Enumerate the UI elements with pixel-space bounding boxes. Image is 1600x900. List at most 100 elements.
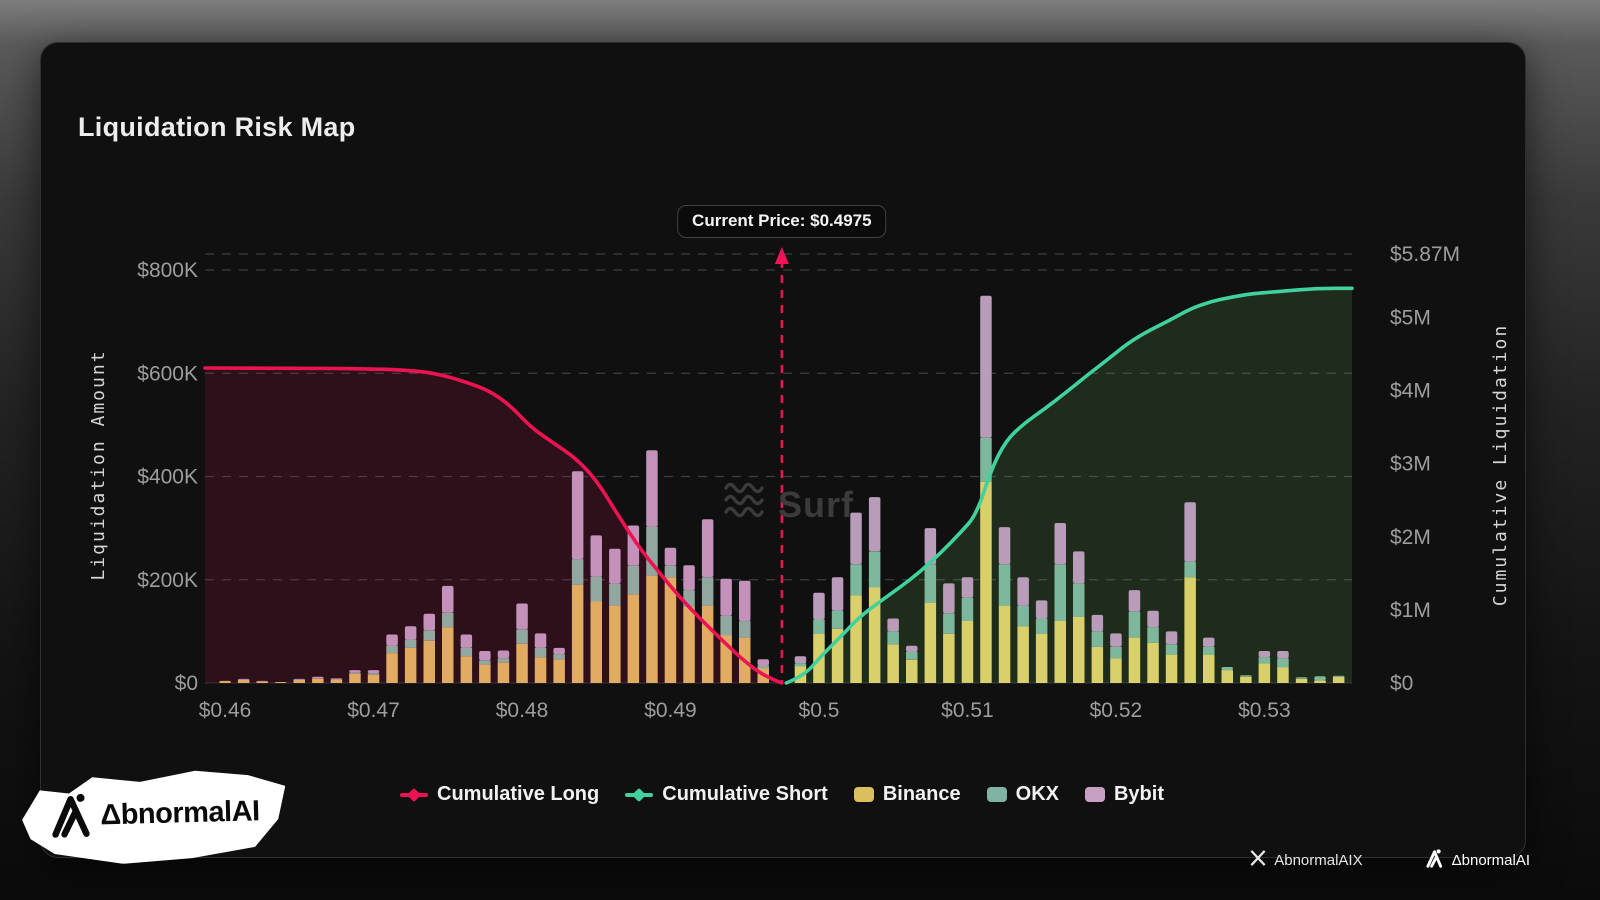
liquidation-bar-bybit[interactable]: [609, 548, 621, 584]
liquidation-bar-binance[interactable]: [1128, 637, 1141, 683]
liquidation-bar-binance[interactable]: [442, 627, 454, 683]
liquidation-bar-binance[interactable]: [664, 577, 677, 683]
liquidation-bar-bybit[interactable]: [571, 471, 584, 560]
liquidation-bar-bybit[interactable]: [479, 651, 491, 661]
liquidation-bar-okx[interactable]: [683, 590, 695, 607]
liquidation-bar-bybit[interactable]: [1165, 631, 1178, 645]
liquidation-bar-binance[interactable]: [943, 634, 955, 683]
liquidation-bar-binance[interactable]: [1277, 667, 1289, 684]
liquidation-bar-okx[interactable]: [1240, 675, 1252, 677]
liquidation-bar-bybit[interactable]: [330, 678, 343, 680]
liquidation-bar-bybit[interactable]: [943, 583, 955, 614]
liquidation-bar-bybit[interactable]: [237, 678, 250, 680]
liquidation-bar-okx[interactable]: [1314, 676, 1326, 681]
liquidation-bar-binance[interactable]: [497, 662, 510, 683]
liquidation-bar-bybit[interactable]: [1258, 651, 1271, 658]
liquidation-bar-binance[interactable]: [516, 643, 528, 683]
liquidation-bar-bybit[interactable]: [1128, 590, 1141, 612]
liquidation-bar-okx[interactable]: [404, 639, 417, 648]
liquidation-bar-okx[interactable]: [349, 672, 361, 674]
liquidation-bar-bybit[interactable]: [739, 580, 751, 622]
liquidation-bar-okx[interactable]: [850, 564, 862, 596]
liquidation-bar-bybit[interactable]: [683, 565, 695, 591]
liquidation-bar-okx[interactable]: [1017, 605, 1029, 627]
liquidation-bar-binance[interactable]: [1035, 634, 1048, 683]
liquidation-bar-binance[interactable]: [646, 575, 658, 683]
liquidation-bar-okx[interactable]: [980, 437, 992, 482]
liquidation-bar-binance[interactable]: [256, 681, 268, 684]
liquidation-bar-bybit[interactable]: [924, 528, 937, 565]
liquidation-bar-bybit[interactable]: [794, 656, 807, 664]
liquidation-bar-binance[interactable]: [1332, 676, 1345, 683]
liquidation-bar-okx[interactable]: [497, 658, 510, 663]
liquidation-bar-binance[interactable]: [367, 674, 380, 683]
liquidation-bar-binance[interactable]: [590, 601, 603, 683]
liquidation-bar-okx[interactable]: [646, 526, 658, 576]
liquidation-bar-bybit[interactable]: [831, 577, 844, 611]
liquidation-bar-binance[interactable]: [980, 481, 992, 683]
liquidation-bar-bybit[interactable]: [349, 670, 361, 673]
liquidation-bar-binance[interactable]: [720, 635, 732, 684]
liquidation-bar-okx[interactable]: [534, 647, 547, 658]
liquidation-bar-bybit[interactable]: [1147, 610, 1159, 628]
liquidation-bar-okx[interactable]: [720, 615, 732, 636]
liquidation-bar-binance[interactable]: [534, 657, 547, 683]
liquidation-bar-binance[interactable]: [386, 653, 398, 683]
liquidation-bar-okx[interactable]: [943, 613, 955, 634]
liquidation-bar-binance[interactable]: [330, 679, 343, 683]
liquidation-bar-binance[interactable]: [1110, 658, 1122, 683]
liquidation-bar-bybit[interactable]: [1091, 614, 1104, 632]
liquidation-bar-binance[interactable]: [831, 628, 844, 683]
liquidation-bar-okx[interactable]: [386, 645, 398, 653]
liquidation-bar-binance[interactable]: [868, 587, 881, 684]
liquidation-bar-binance[interactable]: [1203, 654, 1215, 683]
liquidation-bar-okx[interactable]: [739, 621, 751, 638]
legend-item-cumulative-long[interactable]: Cumulative Long: [400, 783, 599, 806]
liquidation-bar-okx[interactable]: [1295, 677, 1308, 679]
liquidation-bar-okx[interactable]: [1073, 583, 1085, 617]
liquidation-bar-binance[interactable]: [219, 680, 231, 683]
liquidation-bar-binance[interactable]: [1258, 663, 1271, 683]
liquidation-bar-binance[interactable]: [887, 644, 899, 683]
liquidation-bar-okx[interactable]: [1277, 658, 1289, 668]
legend-item-bybit[interactable]: Bybit: [1084, 783, 1164, 806]
liquidation-bar-binance[interactable]: [312, 678, 324, 683]
liquidation-bar-bybit[interactable]: [1035, 600, 1048, 619]
liquidation-bar-binance[interactable]: [1054, 621, 1067, 683]
liquidation-bar-okx[interactable]: [571, 559, 584, 585]
liquidation-bar-bybit[interactable]: [404, 626, 417, 640]
liquidation-bar-binance[interactable]: [237, 679, 250, 683]
liquidation-bar-binance[interactable]: [571, 584, 584, 683]
liquidation-bar-okx[interactable]: [1184, 561, 1196, 578]
liquidation-bar-bybit[interactable]: [1073, 551, 1085, 584]
liquidation-bar-okx[interactable]: [906, 652, 918, 660]
liquidation-bar-binance[interactable]: [924, 603, 937, 683]
liquidation-bar-okx[interactable]: [1221, 667, 1234, 671]
liquidation-bar-okx[interactable]: [1165, 644, 1178, 655]
liquidation-bar-okx[interactable]: [1258, 657, 1271, 664]
liquidation-bar-okx[interactable]: [757, 665, 770, 669]
legend-item-okx[interactable]: OKX: [986, 783, 1059, 806]
liquidation-bar-okx[interactable]: [998, 564, 1011, 606]
liquidation-bar-bybit[interactable]: [460, 634, 473, 648]
liquidation-bar-bybit[interactable]: [720, 578, 732, 616]
liquidation-bar-bybit[interactable]: [534, 633, 547, 648]
liquidation-bar-okx[interactable]: [367, 673, 380, 675]
footer-brand-link[interactable]: ΔbnormalAI: [1425, 848, 1530, 872]
liquidation-bar-okx[interactable]: [887, 631, 899, 645]
liquidation-bar-okx[interactable]: [590, 576, 603, 602]
liquidation-bar-binance[interactable]: [423, 640, 436, 683]
liquidation-bar-bybit[interactable]: [386, 634, 398, 646]
liquidation-bar-bybit[interactable]: [646, 450, 658, 527]
liquidation-bar-okx[interactable]: [961, 597, 974, 621]
liquidation-bar-okx[interactable]: [1110, 646, 1122, 659]
liquidation-bar-okx[interactable]: [1128, 611, 1141, 638]
liquidation-bar-binance[interactable]: [850, 595, 862, 683]
liquidation-bar-binance[interactable]: [609, 605, 621, 683]
liquidation-bar-okx[interactable]: [479, 660, 491, 665]
legend-item-cumulative-short[interactable]: Cumulative Short: [625, 783, 828, 806]
liquidation-bar-okx[interactable]: [460, 647, 473, 657]
liquidation-bar-binance[interactable]: [1017, 626, 1029, 683]
liquidation-bar-bybit[interactable]: [1110, 633, 1122, 647]
